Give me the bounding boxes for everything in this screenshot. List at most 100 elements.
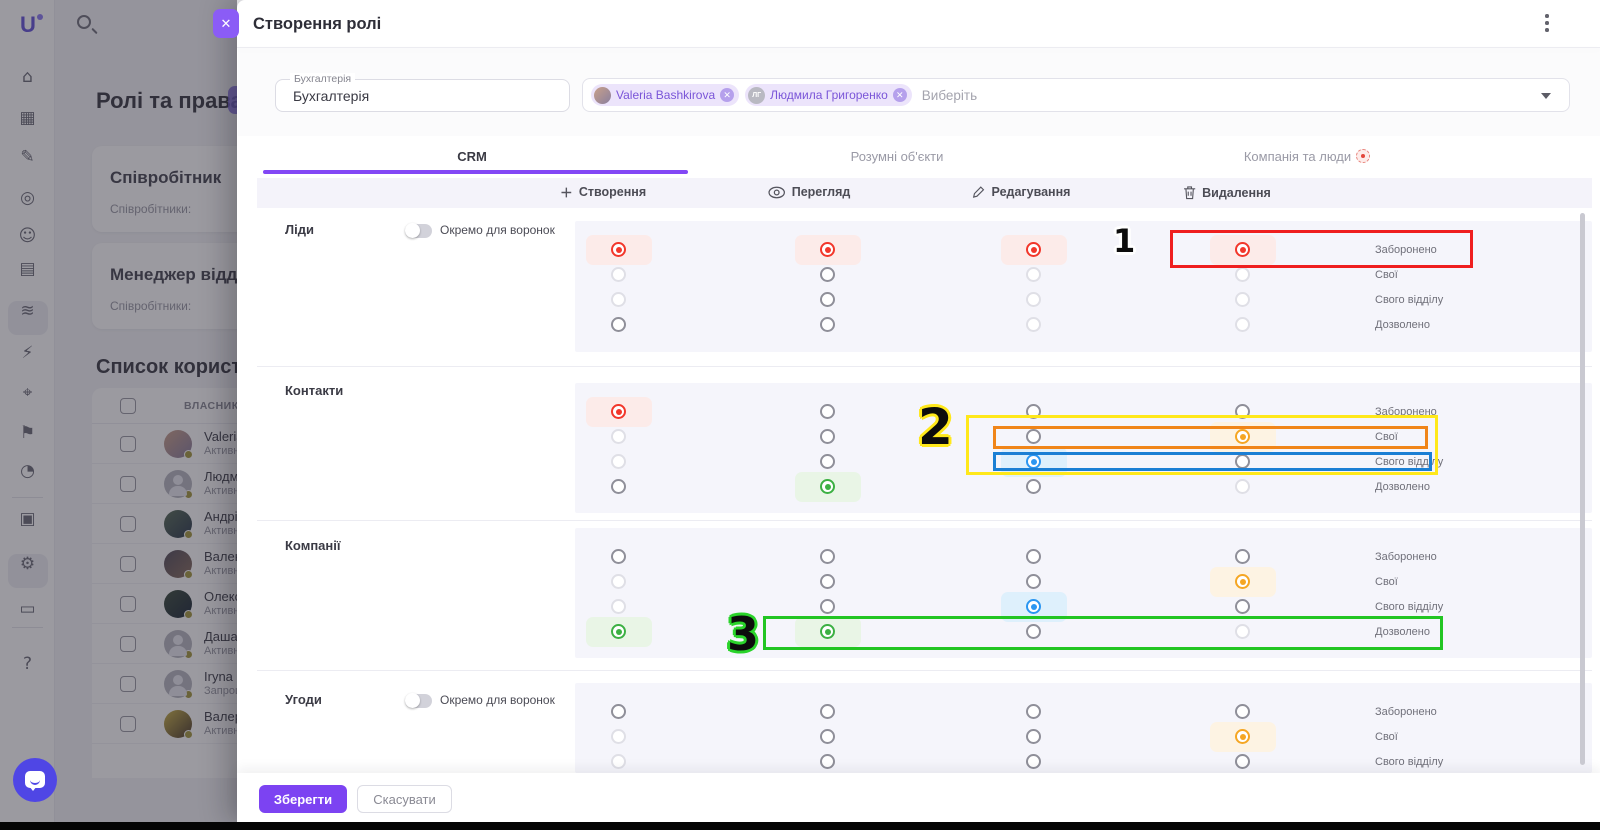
permission-radio[interactable] (1235, 599, 1250, 614)
permission-radio[interactable] (611, 549, 626, 564)
requests-icon[interactable]: ⚑ (19, 423, 36, 443)
permission-radio[interactable] (1026, 729, 1041, 744)
permission-radio[interactable] (1026, 404, 1041, 419)
permission-radio[interactable] (820, 574, 835, 589)
save-button[interactable]: Зберегти (259, 785, 347, 813)
permission-radio[interactable] (1026, 754, 1041, 769)
permission-radio[interactable] (611, 574, 626, 589)
analytics-icon[interactable]: ◔ (20, 461, 35, 481)
company-icon[interactable]: ▦ (19, 108, 36, 128)
permission-radio[interactable] (611, 242, 626, 257)
permission-radio[interactable] (1235, 317, 1250, 332)
row-checkbox[interactable] (120, 716, 136, 732)
contacts-icon[interactable]: ☺ (18, 226, 37, 246)
permission-radio[interactable] (1026, 242, 1041, 257)
permission-radio[interactable] (1026, 549, 1041, 564)
chat-widget-button[interactable] (13, 758, 57, 802)
row-checkbox[interactable] (120, 596, 136, 612)
permission-radio[interactable] (1235, 574, 1250, 589)
permission-radio[interactable] (611, 704, 626, 719)
permission-radio[interactable] (1235, 404, 1250, 419)
permission-radio[interactable] (820, 267, 835, 282)
automation-icon[interactable]: ⚡ (21, 343, 34, 363)
permission-radio[interactable] (820, 317, 835, 332)
tasks-icon[interactable]: ◎ (20, 188, 35, 208)
payments-icon[interactable]: ▭ (19, 599, 36, 619)
permission-radio[interactable] (820, 704, 835, 719)
permission-radio[interactable] (1235, 292, 1250, 307)
permission-radio[interactable] (1235, 704, 1250, 719)
permission-radio[interactable] (1026, 317, 1041, 332)
members-multiselect[interactable]: Valeria Bashkirova ✕ ЛГ Людмила Григоренко ✕… (582, 78, 1570, 112)
scrollbar[interactable] (1580, 213, 1585, 765)
row-checkbox[interactable] (120, 676, 136, 692)
row-checkbox[interactable] (120, 476, 136, 492)
permission-radio[interactable] (611, 624, 626, 639)
settings-icon[interactable]: ⚙ (19, 554, 36, 574)
marketplace-icon[interactable]: ▣ (19, 509, 36, 529)
permission-radio[interactable] (1026, 454, 1041, 469)
permission-radio[interactable] (611, 754, 626, 769)
tab-crm[interactable]: CRM (457, 149, 487, 164)
permission-radio[interactable] (820, 454, 835, 469)
permission-radio[interactable] (820, 729, 835, 744)
support-icon[interactable]: ? (22, 654, 33, 674)
permission-radio[interactable] (820, 754, 835, 769)
permission-radio[interactable] (1026, 429, 1041, 444)
permission-radio[interactable] (820, 404, 835, 419)
permission-radio[interactable] (1026, 267, 1041, 282)
row-checkbox[interactable] (120, 436, 136, 452)
kebab-menu-icon[interactable] (1537, 13, 1557, 37)
remove-chip-icon[interactable]: ✕ (892, 88, 907, 102)
permission-radio[interactable] (611, 267, 626, 282)
permission-radio[interactable] (1026, 292, 1041, 307)
close-icon[interactable]: ✕ (213, 9, 239, 38)
tab-розумні-об-єкти[interactable]: Розумні об'єкти (850, 149, 944, 164)
funnel-toggle[interactable] (405, 693, 432, 708)
feed-icon[interactable]: ✎ (20, 147, 35, 167)
permission-radio[interactable] (1235, 624, 1250, 639)
search-icon[interactable] (77, 15, 91, 29)
recognition-icon[interactable]: ⌖ (22, 383, 33, 403)
home-icon[interactable]: ⌂ (22, 67, 33, 87)
permission-radio[interactable] (611, 317, 626, 332)
permission-radio[interactable] (1026, 479, 1041, 494)
permission-radio[interactable] (820, 429, 835, 444)
modal-backdrop[interactable] (0, 0, 237, 830)
permission-radio[interactable] (1235, 549, 1250, 564)
permission-radio[interactable] (611, 429, 626, 444)
permission-radio[interactable] (1026, 574, 1041, 589)
permission-radio[interactable] (611, 292, 626, 307)
permission-radio[interactable] (1235, 242, 1250, 257)
permission-radio[interactable] (611, 454, 626, 469)
row-checkbox[interactable] (120, 636, 136, 652)
app-logo-icon[interactable]: U (10, 8, 46, 42)
permission-radio[interactable] (1235, 429, 1250, 444)
permission-radio[interactable] (1235, 754, 1250, 769)
permission-radio[interactable] (1026, 704, 1041, 719)
select-all-checkbox[interactable] (120, 398, 136, 414)
permission-radio[interactable] (1235, 267, 1250, 282)
permission-radio[interactable] (611, 599, 626, 614)
row-checkbox[interactable] (120, 516, 136, 532)
funnel-toggle[interactable] (405, 223, 432, 238)
permission-radio[interactable] (820, 624, 835, 639)
permission-radio[interactable] (1026, 624, 1041, 639)
permission-radio[interactable] (820, 599, 835, 614)
permission-radio[interactable] (1026, 599, 1041, 614)
permission-radio[interactable] (820, 479, 835, 494)
permission-radio[interactable] (611, 404, 626, 419)
permission-radio[interactable] (820, 292, 835, 307)
permission-radio[interactable] (820, 242, 835, 257)
calendar-icon[interactable]: ▤ (19, 259, 36, 279)
chevron-down-icon[interactable] (1541, 93, 1551, 99)
permission-radio[interactable] (820, 549, 835, 564)
permission-radio[interactable] (611, 479, 626, 494)
row-checkbox[interactable] (120, 556, 136, 572)
funnels-icon[interactable]: ≋ (20, 301, 35, 321)
cancel-button[interactable]: Скасувати (357, 785, 452, 813)
permission-radio[interactable] (1235, 479, 1250, 494)
remove-chip-icon[interactable]: ✕ (720, 88, 735, 102)
permission-radio[interactable] (1235, 454, 1250, 469)
role-name-field[interactable]: Бухгалтерія Бухгалтерія (275, 73, 570, 112)
